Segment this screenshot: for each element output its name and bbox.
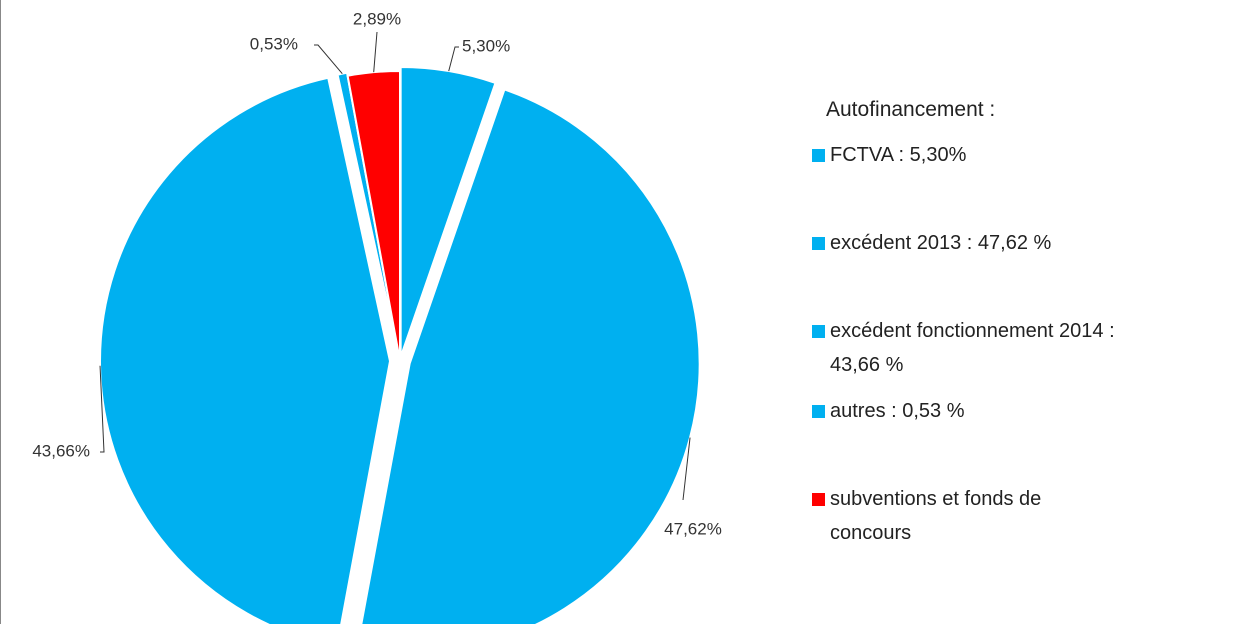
data-label: 2,89%: [353, 9, 401, 28]
legend-item: autres : 0,53 %: [812, 394, 1220, 428]
data-label: 43,66%: [32, 441, 90, 460]
legend-swatch: [812, 237, 825, 250]
legend-swatch: [812, 149, 825, 162]
legend: Autofinancement : FCTVA : 5,30% excédent …: [812, 98, 1232, 550]
legend-swatch: [812, 493, 825, 506]
legend-label: FCTVA : 5,30%: [830, 144, 967, 166]
leader-line: [682, 437, 691, 501]
legend-swatch: [812, 405, 825, 418]
chart: 5,30% 47,62% 43,66% 0,53% 2,89%: [0, 0, 722, 624]
pie-slice: [336, 71, 401, 359]
legend-label: excédent 2013 : 47,62 %: [830, 232, 1052, 254]
legend-title: Autofinancement :: [826, 98, 996, 121]
pie-slice: [399, 66, 497, 358]
legend-swatch: [812, 325, 825, 338]
legend-label: subventions et fonds de concours: [830, 488, 1042, 544]
legend-item: subventions et fonds de concours: [812, 482, 1110, 550]
leader-line: [373, 31, 378, 73]
legend-item: excédent fonctionnement 2014 : 43,66 %: [812, 314, 1160, 382]
legend-item: excédent 2013 : 47,62 %: [812, 226, 1220, 260]
pie-slice: [99, 76, 392, 624]
legend-item: FCTVA : 5,30%: [812, 138, 1220, 172]
leader-line: [314, 44, 343, 75]
leader-line: [448, 46, 459, 72]
data-label: 0,53%: [250, 34, 298, 53]
legend-label: excédent fonctionnement 2014 : 43,66 %: [830, 320, 1115, 376]
leader-line: [99, 365, 105, 453]
data-label: 47,62%: [664, 519, 722, 538]
data-label: 5,30%: [462, 36, 510, 55]
legend-label: autres : 0,53 %: [830, 400, 965, 422]
